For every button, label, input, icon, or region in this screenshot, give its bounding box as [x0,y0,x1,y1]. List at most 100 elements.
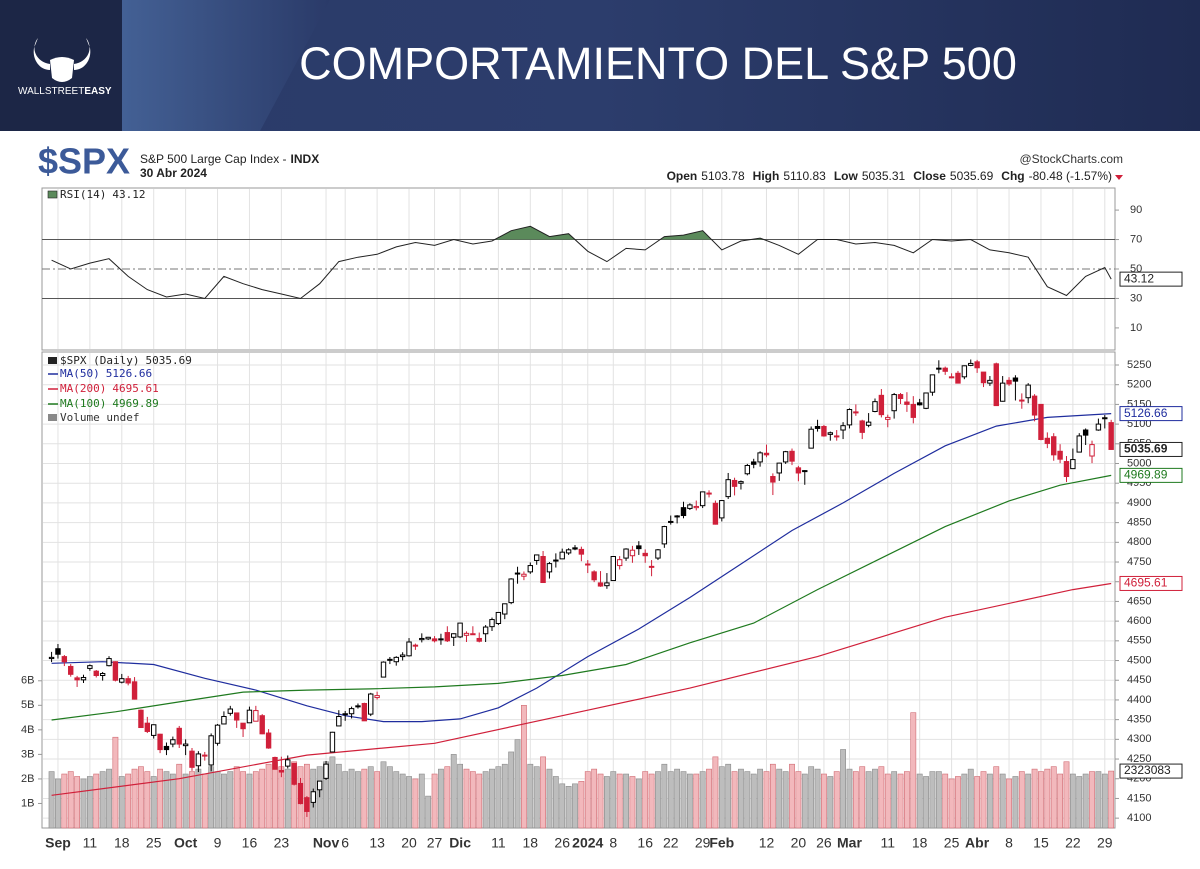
candle-body [182,743,189,747]
volume-bar [904,771,910,829]
value-box [1119,271,1183,287]
volume-bar [801,773,808,829]
volume-bar [980,771,987,829]
candle-body [1102,417,1108,420]
volume-tick-label: 4B [21,724,34,736]
x-tick-label: 26 [816,835,832,851]
x-tick-label: 8 [609,835,617,851]
price-legend-part: 5035.69 [145,354,191,367]
candle-body [489,619,495,628]
candle-body [253,710,259,722]
volume-bar [540,756,546,829]
y-tick-label: 4800 [1127,536,1151,548]
candle-body [955,372,961,384]
y-tick-label: 4450 [1127,674,1151,686]
volume-bar [648,773,655,829]
volume-bar [750,773,757,829]
volume-bar [431,773,438,829]
volume-bar [929,771,936,829]
volume-bar [482,771,489,829]
candle-body [170,739,176,745]
candle-body [846,409,853,426]
candle-body [936,367,942,370]
price-legend-part: $SPX (Daily) [60,354,139,367]
candle-body [999,382,1006,402]
candle-body [444,632,451,642]
candle-body [763,452,770,456]
volume-bar [833,771,840,829]
volume-bar [169,773,176,829]
volume-tick-label: 6B [21,675,34,687]
candle-body [1076,435,1082,453]
volume-bar [284,768,291,829]
volume-bar [591,768,598,829]
volume-bar [916,773,923,829]
volume-bar [923,776,929,829]
rsi-legend-part: 43.12 [112,188,145,201]
candle-body [176,727,182,745]
x-tick-label: 9 [214,835,222,851]
rsi-legend: RSI(14) 43.12 [60,188,145,201]
candle-body [719,500,725,519]
candle-body [942,367,948,372]
candle-body [189,750,195,768]
volume-bar [208,766,215,829]
candle-body [916,402,923,406]
volume-bar [1069,773,1076,829]
candle-body [725,479,731,498]
candle-body [380,661,387,678]
y-tick-label: 4150 [1127,792,1151,804]
x-tick-label: Sep [45,835,71,851]
volume-bar [329,756,336,829]
x-tick-label: 27 [427,835,443,851]
candle-body [1006,379,1012,385]
volume-bar [386,766,393,829]
candle-body [731,479,738,487]
y-tick-label: 4350 [1127,714,1151,726]
candle-body [310,791,316,803]
logo-text-top: WALLSTREET [18,86,84,97]
x-tick-label: 25 [944,835,960,851]
volume-bar [604,776,610,829]
volume-bar [99,771,106,829]
x-tick-label: 23 [274,835,290,851]
candle-body [1082,429,1089,436]
volume-bar [157,768,163,829]
candle-body [361,702,368,722]
x-tick-label: 29 [1097,835,1113,851]
candle-body [495,611,502,624]
candle-body [987,379,993,384]
volume-bar [859,766,866,829]
legend-icon [47,190,58,199]
volume-bar [865,771,872,829]
candle-body [1031,395,1038,416]
y-tick-label: 4250 [1127,753,1151,765]
quote-label: Open [667,169,698,183]
volume-bar [463,768,470,829]
volume-bar [201,773,208,829]
candle-body [610,556,616,582]
volume-bar [163,771,170,829]
candle-body [463,632,470,636]
candle-body [451,633,457,638]
volume-bar [533,766,540,829]
candle-body [125,678,131,684]
volume-bar [444,766,451,829]
volume-bar [495,766,502,829]
candle-body [648,565,655,568]
candle-body [514,572,521,575]
volume-bar [635,778,642,829]
candle-body [348,708,355,715]
candle-body [431,638,438,642]
volume-bar [265,763,272,829]
volume-bar [380,761,387,829]
candle-body [476,637,482,642]
banner: WALLSTREETEASY COMPORTAMIENTO DEL S&P 50… [0,0,1200,131]
candle-body [961,365,968,378]
candle-body [751,461,757,465]
candle-body [316,780,323,791]
candle-body [374,695,380,699]
volume-bar [93,773,100,829]
volume-bar [693,773,700,829]
volume-bar [642,771,649,829]
